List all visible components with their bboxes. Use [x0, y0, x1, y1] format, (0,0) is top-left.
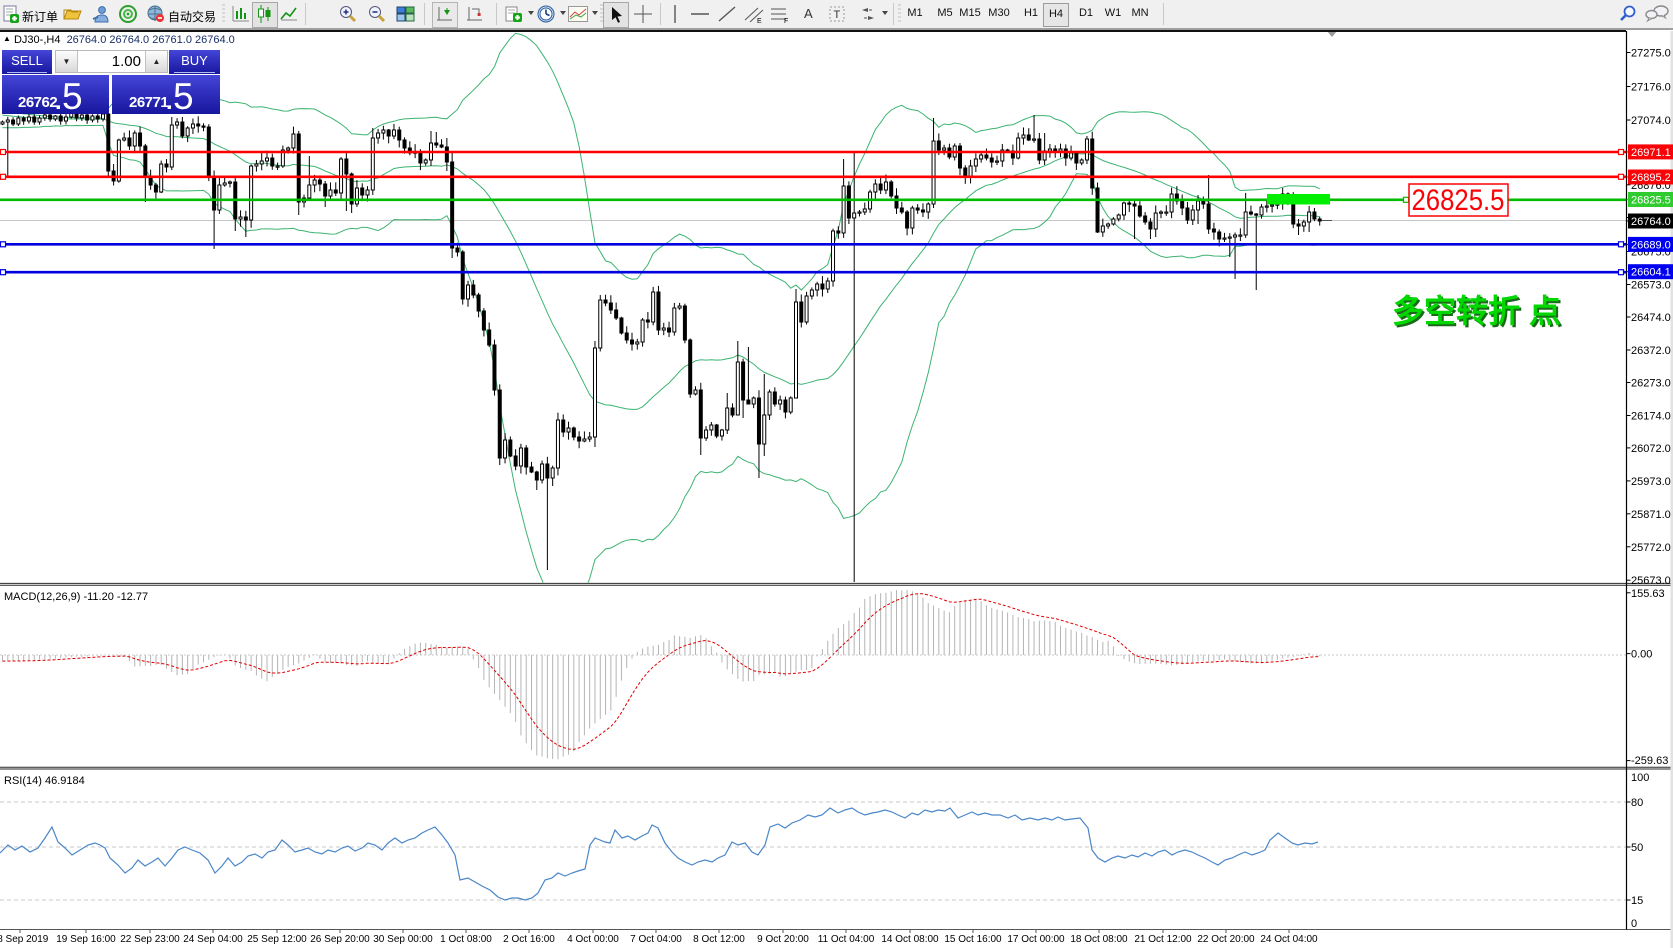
svg-text:27176.0: 27176.0	[1631, 82, 1671, 94]
svg-text:4 Oct 00:00: 4 Oct 00:00	[567, 934, 619, 945]
svg-text:17 Oct 00:00: 17 Oct 00:00	[1007, 934, 1065, 945]
svg-text:26764.0: 26764.0	[1631, 216, 1671, 228]
svg-text:26825.5: 26825.5	[1412, 184, 1505, 217]
svg-text:25871.0: 25871.0	[1631, 509, 1671, 521]
svg-text:26474.0: 26474.0	[1631, 312, 1671, 324]
svg-text:2 Oct 16:00: 2 Oct 16:00	[503, 934, 555, 945]
svg-text:27275.0: 27275.0	[1631, 48, 1671, 60]
svg-text:F: F	[784, 18, 788, 23]
svg-text:7 Oct 04:00: 7 Oct 04:00	[630, 934, 682, 945]
svg-text:19 Sep 16:00: 19 Sep 16:00	[56, 934, 116, 945]
svg-text:100: 100	[1631, 772, 1649, 784]
svg-text:24 Sep 04:00: 24 Sep 04:00	[183, 934, 243, 945]
svg-text:18 Sep 2019: 18 Sep 2019	[0, 934, 49, 945]
svg-text:25673.0: 25673.0	[1631, 575, 1671, 587]
svg-text:25 Sep 12:00: 25 Sep 12:00	[247, 934, 307, 945]
svg-text:26689.0: 26689.0	[1631, 239, 1671, 251]
svg-text:26604.1: 26604.1	[1631, 267, 1671, 279]
svg-text:26174.0: 26174.0	[1631, 411, 1671, 423]
svg-text:26072.0: 26072.0	[1631, 443, 1671, 455]
svg-text:26 Sep 20:00: 26 Sep 20:00	[310, 934, 370, 945]
svg-text:22 Sep 23:00: 22 Sep 23:00	[120, 934, 180, 945]
svg-text:E: E	[757, 18, 762, 23]
svg-text:22 Oct 20:00: 22 Oct 20:00	[1197, 934, 1255, 945]
svg-text:-259.63: -259.63	[1631, 755, 1668, 767]
svg-text:26971.1: 26971.1	[1631, 147, 1671, 159]
svg-text:26372.0: 26372.0	[1631, 345, 1671, 357]
svg-text:80: 80	[1631, 797, 1643, 809]
svg-text:15 Oct 16:00: 15 Oct 16:00	[944, 934, 1002, 945]
svg-text:26895.2: 26895.2	[1631, 172, 1671, 184]
svg-text:18 Oct 08:00: 18 Oct 08:00	[1070, 934, 1128, 945]
svg-text:15: 15	[1631, 895, 1643, 907]
svg-text:0: 0	[1631, 918, 1637, 930]
svg-text:155.63: 155.63	[1631, 588, 1665, 600]
svg-text:27074.0: 27074.0	[1631, 115, 1671, 127]
svg-text:多空转折 点: 多空转折 点	[1392, 293, 1561, 329]
svg-text:26573.0: 26573.0	[1631, 280, 1671, 292]
svg-text:11 Oct 04:00: 11 Oct 04:00	[818, 934, 875, 945]
svg-text:25973.0: 25973.0	[1631, 476, 1671, 488]
svg-text:25772.0: 25772.0	[1631, 542, 1671, 554]
svg-text:21 Oct 12:00: 21 Oct 12:00	[1134, 934, 1192, 945]
svg-text:26825.5: 26825.5	[1631, 195, 1671, 207]
svg-text:0.00: 0.00	[1631, 649, 1652, 661]
svg-text:T: T	[834, 9, 841, 21]
svg-text:1 Oct 08:00: 1 Oct 08:00	[440, 934, 492, 945]
svg-text:RSI(14) 46.9184: RSI(14) 46.9184	[4, 775, 85, 787]
svg-text:50: 50	[1631, 842, 1643, 854]
svg-text:26273.0: 26273.0	[1631, 378, 1671, 390]
svg-text:9 Oct 20:00: 9 Oct 20:00	[757, 934, 809, 945]
svg-text:14 Oct 08:00: 14 Oct 08:00	[881, 934, 939, 945]
svg-text:24 Oct 04:00: 24 Oct 04:00	[1260, 934, 1318, 945]
svg-text:MACD(12,26,9) -11.20 -12.77: MACD(12,26,9) -11.20 -12.77	[4, 591, 148, 603]
svg-text:30 Sep 00:00: 30 Sep 00:00	[373, 934, 433, 945]
svg-text:8 Oct 12:00: 8 Oct 12:00	[693, 934, 745, 945]
